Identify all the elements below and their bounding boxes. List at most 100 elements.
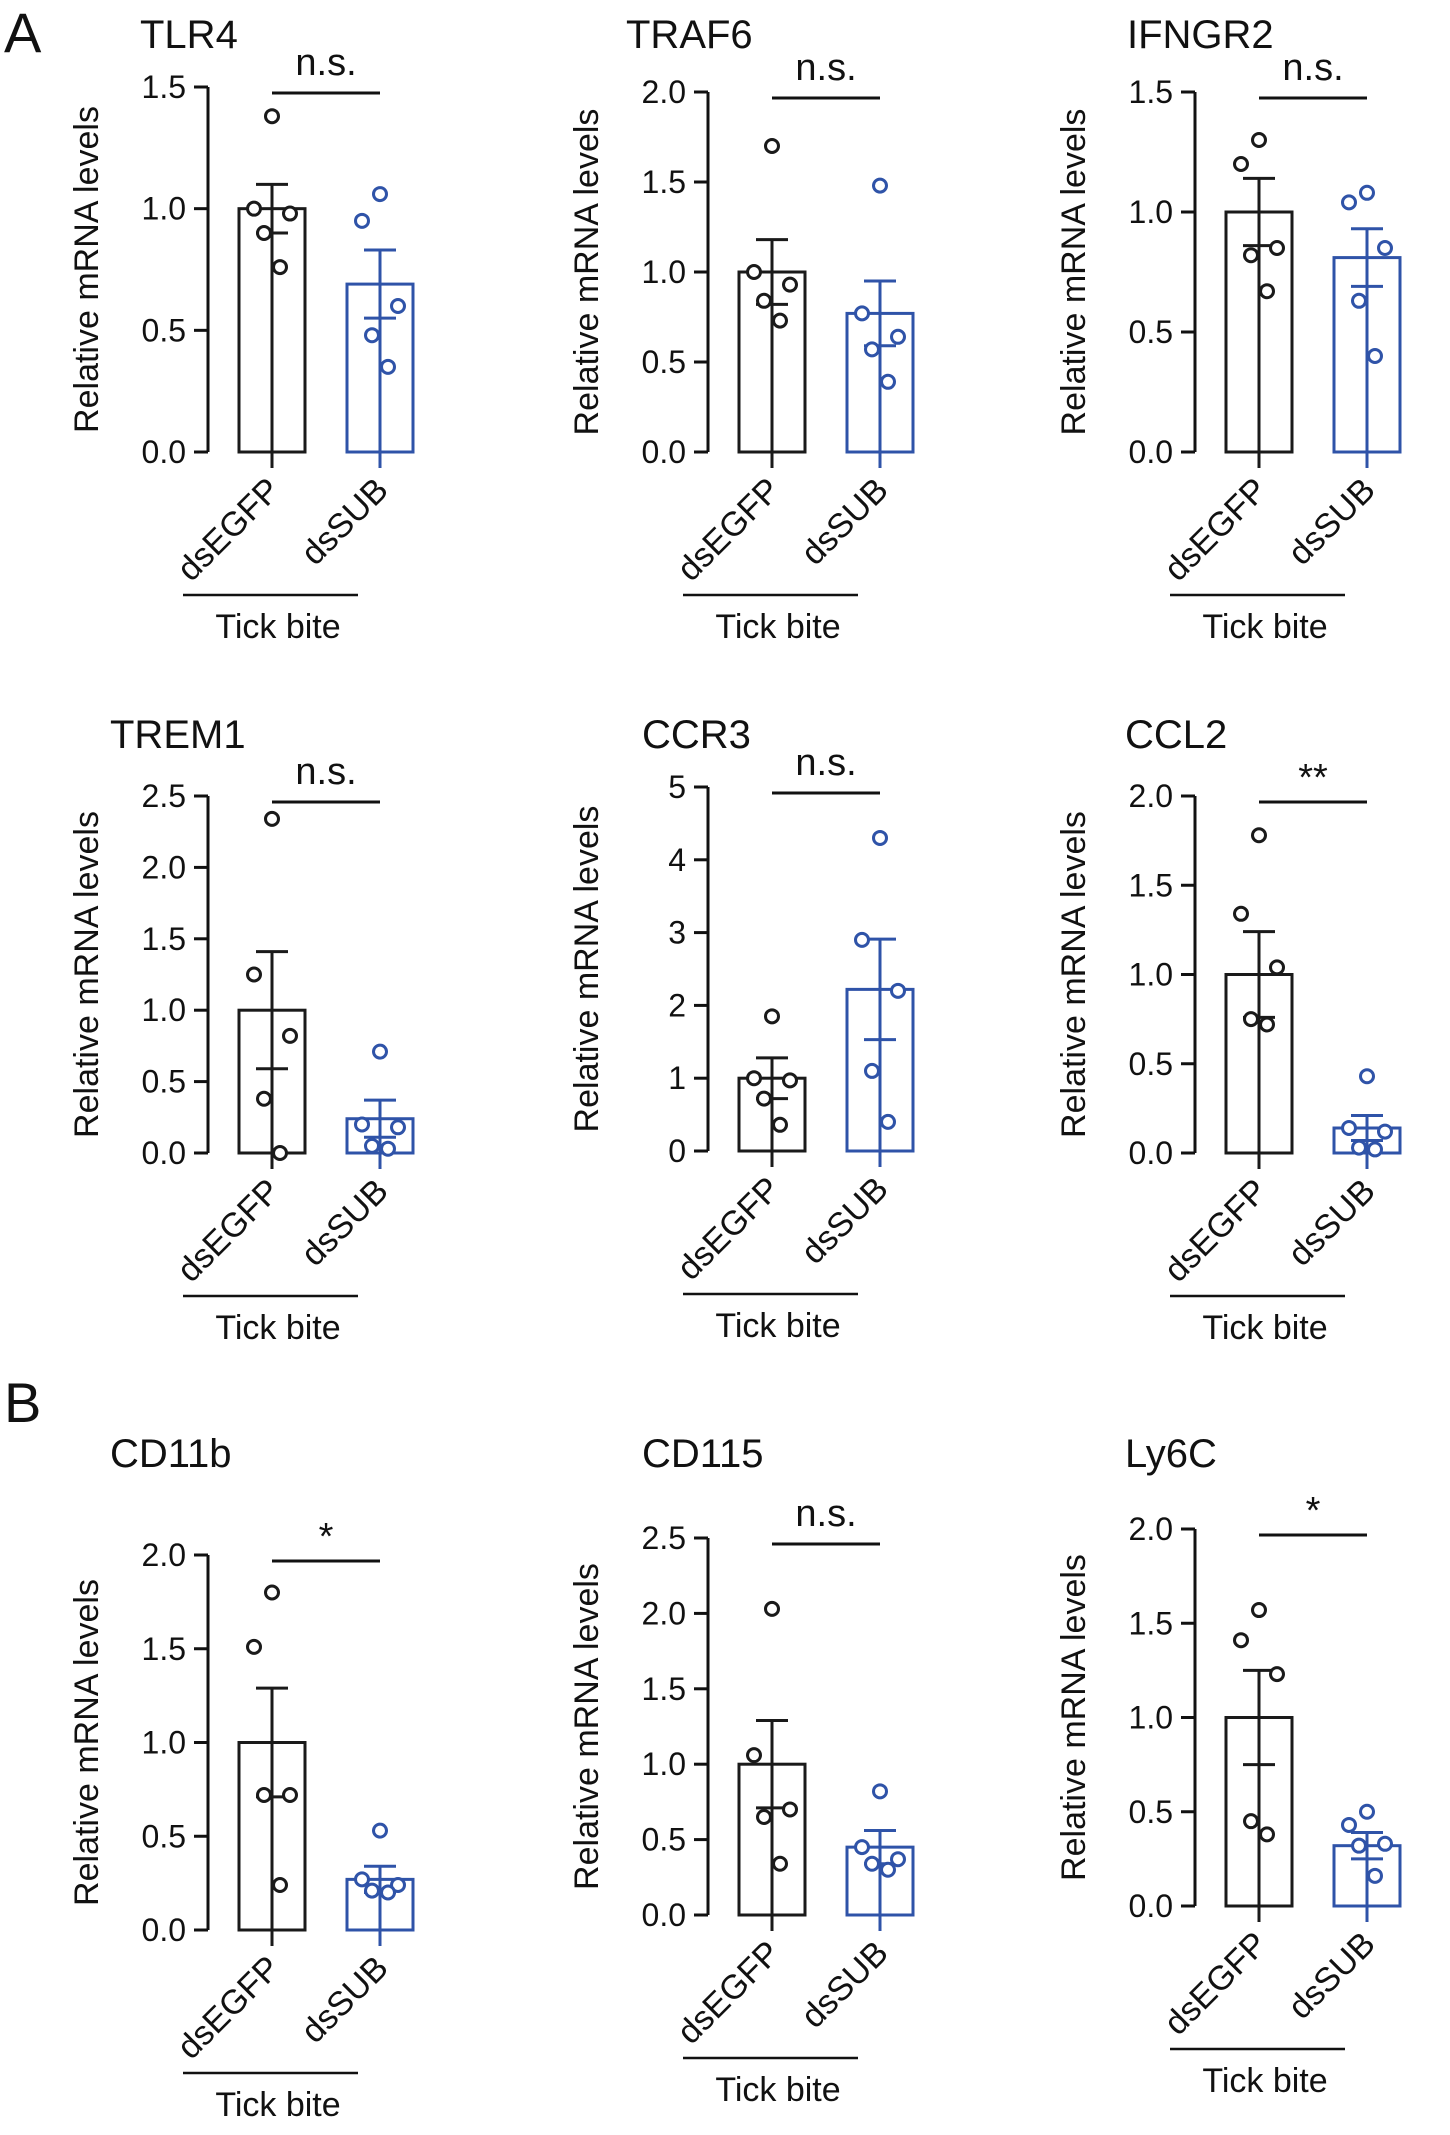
x-tick-label-dsegfp: dsEGFP xyxy=(1157,1172,1275,1290)
data-point-dsegfp xyxy=(256,225,272,241)
data-point-dsegfp xyxy=(1233,156,1249,172)
x-tick-label-dssub: dsSUB xyxy=(794,471,896,573)
chart-title: TRAF6 xyxy=(626,13,753,57)
y-tick-label: 0.0 xyxy=(642,434,686,470)
x-tick-label-dsegfp: dsEGFP xyxy=(170,471,288,589)
y-tick-label: 0.5 xyxy=(142,1064,186,1100)
data-point-dsegfp xyxy=(282,1787,298,1803)
x-tick-label-dsegfp: dsEGFP xyxy=(1157,471,1275,589)
data-point-dsegfp xyxy=(1233,905,1249,922)
data-point-dssub xyxy=(354,1116,370,1133)
data-point-dssub xyxy=(1341,194,1357,211)
y-tick-label: 1.0 xyxy=(142,191,186,227)
data-point-dssub xyxy=(364,327,380,344)
data-point-dssub xyxy=(864,1855,880,1872)
significance-label: n.s. xyxy=(795,1493,856,1535)
data-point-dssub xyxy=(354,212,370,229)
panel-label-a: A xyxy=(4,1,42,64)
data-point-dsegfp xyxy=(272,259,288,276)
y-tick-label: 0.5 xyxy=(142,312,186,348)
data-point-dssub xyxy=(1367,348,1383,364)
data-point-dsegfp xyxy=(756,1808,772,1825)
significance-label: n.s. xyxy=(295,751,356,793)
y-tick-label: 1.0 xyxy=(142,992,186,1028)
data-point-dssub xyxy=(872,177,888,194)
y-tick-label: 0.0 xyxy=(1129,434,1173,470)
x-tick-label-dssub: dsSUB xyxy=(294,1949,396,2051)
chart-ccl2: CCL2 0.0 0.5 1.0 1.5 2.0 Relative mRNA levels d… xyxy=(1055,713,1402,1347)
data-point-dsegfp xyxy=(764,1008,780,1025)
data-point-dsegfp xyxy=(772,1116,788,1133)
chart-trem1: TREM1 0.0 0.5 1.0 1.5 2.0 2.5 Relative mRNA lev… xyxy=(68,713,415,1347)
x-tick-label-dsegfp: dsEGFP xyxy=(670,471,788,589)
y-tick-label: 1.0 xyxy=(1129,194,1173,230)
significance-label: n.s. xyxy=(795,742,856,784)
chart-title: Ly6C xyxy=(1125,1432,1217,1476)
significance-label: n.s. xyxy=(1282,47,1343,89)
data-point-dssub xyxy=(1351,1837,1367,1854)
significance-label: ** xyxy=(1298,757,1328,799)
y-axis-label: Relative mRNA levels xyxy=(568,109,606,436)
significance-label: * xyxy=(319,1516,334,1558)
data-point-dssub xyxy=(1351,292,1367,309)
data-point-dssub xyxy=(354,1871,370,1888)
data-point-dssub xyxy=(872,829,888,846)
data-point-dssub xyxy=(380,358,396,375)
y-tick-label: 2.0 xyxy=(1129,1511,1173,1547)
x-tick-label-dssub: dsSUB xyxy=(794,1934,896,2036)
y-tick-label: 2.0 xyxy=(142,849,186,885)
y-tick-label: 0.5 xyxy=(642,1822,686,1858)
data-point-dsegfp xyxy=(256,1787,272,1803)
chart-title: CCL2 xyxy=(1125,713,1227,757)
data-point-dssub xyxy=(372,1043,388,1060)
y-axis-label: Relative mRNA levels xyxy=(568,806,606,1133)
y-tick-label: 1.0 xyxy=(642,254,686,290)
data-point-dssub xyxy=(390,1119,406,1136)
significance-label: n.s. xyxy=(295,42,356,84)
data-point-dsegfp xyxy=(1243,1813,1259,1830)
y-tick-label: 1.0 xyxy=(142,1725,186,1761)
data-point-dsegfp xyxy=(756,1090,772,1107)
data-point-dssub xyxy=(364,1137,380,1154)
x-tick-label-dsegfp: dsEGFP xyxy=(670,1934,788,2052)
data-point-dsegfp xyxy=(1233,1632,1249,1649)
data-point-dssub xyxy=(880,1113,896,1130)
y-tick-label: 1 xyxy=(668,1060,686,1096)
y-axis-label: Relative mRNA levels xyxy=(568,1563,606,1890)
x-tick-label-dssub: dsSUB xyxy=(1281,471,1383,573)
data-point-dssub xyxy=(1359,1068,1375,1085)
y-axis-label: Relative mRNA levels xyxy=(1055,109,1093,436)
y-tick-label: 1.5 xyxy=(1129,74,1173,110)
y-tick-label: 0.0 xyxy=(142,1135,186,1171)
y-tick-label: 1.5 xyxy=(142,69,186,105)
group-label: Tick bite xyxy=(715,608,840,646)
data-point-dsegfp xyxy=(764,1600,780,1617)
y-tick-label: 2.0 xyxy=(642,74,686,110)
data-point-dsegfp xyxy=(1269,959,1285,976)
data-point-dssub xyxy=(380,1884,396,1901)
data-point-dsegfp xyxy=(756,292,772,309)
chart-cd115: CD115 0.0 0.5 1.0 1.5 2.0 2.5 Relative mRNA lev… xyxy=(568,1432,915,2109)
data-point-dssub xyxy=(1377,240,1393,256)
chart-traf6: TRAF6 0.0 0.5 1.0 1.5 2.0 Relative mRNA levels… xyxy=(568,13,915,646)
y-tick-label: 1.5 xyxy=(642,1671,686,1707)
y-tick-label: 0.0 xyxy=(642,1897,686,1933)
data-point-dsegfp xyxy=(764,138,780,154)
group-label: Tick bite xyxy=(215,2086,340,2124)
y-tick-label: 3 xyxy=(668,915,686,951)
data-point-dssub xyxy=(1377,1123,1393,1140)
data-point-dssub xyxy=(1377,1835,1393,1852)
data-point-dsegfp xyxy=(772,1855,788,1872)
group-label: Tick bite xyxy=(715,1307,840,1345)
x-tick-label-dsegfp: dsEGFP xyxy=(1157,1925,1275,2043)
data-point-dssub xyxy=(372,1822,388,1839)
data-point-dssub xyxy=(864,341,880,358)
x-tick-label-dssub: dsSUB xyxy=(294,1172,396,1274)
y-tick-label: 0.0 xyxy=(1129,1135,1173,1171)
data-point-dsegfp xyxy=(1251,1602,1267,1619)
data-point-dssub xyxy=(1367,1141,1383,1158)
y-tick-label: 0.0 xyxy=(1129,1888,1173,1924)
y-tick-label: 1.0 xyxy=(1129,1700,1173,1736)
y-tick-label: 2.0 xyxy=(142,1537,186,1573)
